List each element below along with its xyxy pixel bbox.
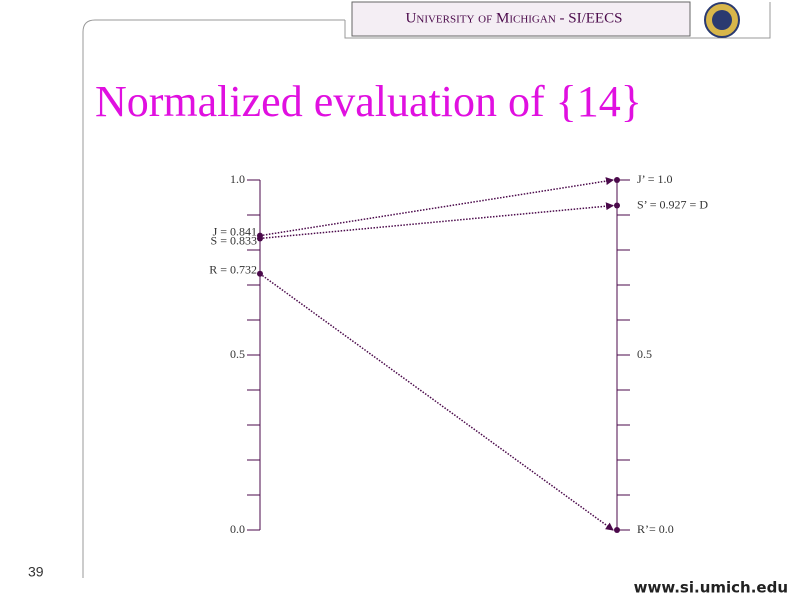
right-value-label: R’= 0.0 (637, 522, 674, 536)
page-number: 39 (28, 564, 44, 580)
left-value-label: S = 0.833 (211, 233, 257, 247)
logo-inner (712, 10, 732, 30)
slope-line (259, 202, 614, 240)
chart: 0.0 0.5 1.0 0.5 J = 0.841 J’ = 1.0 S = 0.833 S’… (209, 172, 708, 536)
right-point (614, 202, 620, 209)
y-tick-label: 0.0 (230, 522, 245, 536)
right-value-label: S’ = 0.927 = D (637, 197, 708, 211)
left-point (257, 270, 263, 277)
header-box (351, 1, 691, 37)
right-point (614, 527, 620, 533)
left-value-label: J = 0.841 (213, 224, 257, 238)
footer-url: www.si.umich.edu (634, 579, 788, 597)
y-tick-label: 1.0 (230, 172, 245, 186)
slide-title: Normalized evaluation of {14} (95, 77, 642, 126)
slope-line (259, 273, 614, 531)
right-value-label: J’ = 1.0 (637, 172, 673, 186)
header-text: University of Michigan - SI/EECS (406, 10, 623, 26)
y-tick-label: 0.5 (230, 347, 245, 361)
slope-line (259, 177, 614, 237)
header-border (344, 2, 771, 39)
left-point (257, 235, 263, 242)
left-value-label: R = 0.732 (209, 263, 257, 277)
right-point (614, 177, 620, 183)
slide-border (82, 19, 345, 578)
y2-tick-label: 0.5 (637, 347, 652, 361)
